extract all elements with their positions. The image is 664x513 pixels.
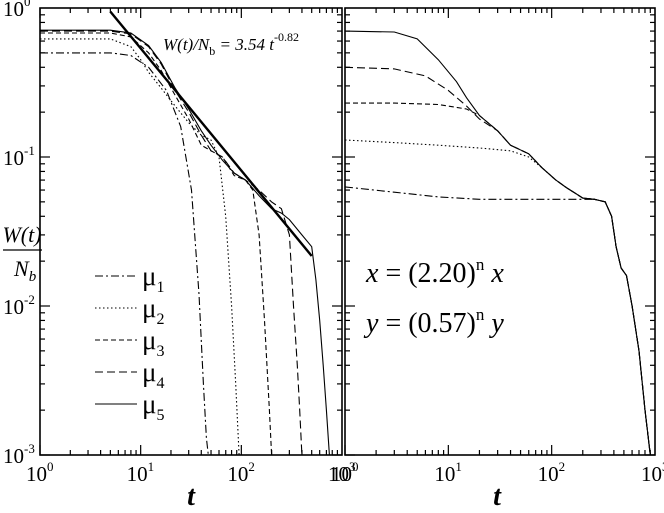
left-x-tick-label-exponent: 2 [248,459,255,474]
left-series-line-mu2 [40,38,240,456]
right-x-tick-label-base: 10 [538,462,559,486]
left-x-tick-label-base: 10 [227,462,248,486]
y-tick-label: 10-3 [3,441,35,468]
y-label-denominator-base: N [13,256,30,281]
y-tick-label-exponent: -2 [24,292,35,307]
left-plot-frame [39,7,343,456]
left-x-axis-label: t [187,481,196,512]
y-label-denominator-sub: b [29,269,37,285]
left-series-line-mu5 [40,29,330,456]
right-x-tick-label-exponent: 1 [455,459,462,474]
scaling-annotation: x = (2.20)n x y = (0.57)n y [363,255,504,339]
right-x-tick-label-base: 10 [434,462,455,486]
left-x-tick-label-base: 10 [328,462,349,486]
left-x-tick-label-base: 10 [26,462,47,486]
right-series-line-mu2 [344,139,651,456]
scaling-y-rhs: y [484,308,504,339]
legend-label-symbol: μ [142,389,156,419]
right-x-tick-label: 100 [331,459,359,486]
legend-label-mu5: μ5 [142,389,164,424]
legend-label-mu2: μ2 [142,293,164,328]
fit-annotation-rhs: = 3.54 t [215,35,275,54]
right-axis-ticks [344,8,655,456]
y-tick-label-base: 10 [3,146,24,170]
fit-annotation-sub: b [209,44,215,58]
right-x-tick-label: 103 [641,459,664,486]
legend-label-symbol: μ [142,293,156,323]
y-tick-label-exponent: -1 [24,143,35,158]
left-x-tick-label-exponent: 0 [47,459,54,474]
right-x-tick-label-base: 10 [641,462,662,486]
right-x-tick-label-base: 10 [331,462,352,486]
y-tick-label-exponent: 0 [24,0,31,9]
y-tick-label-exponent: -3 [24,441,35,456]
y-axis-label: W(t) Nb [2,222,42,285]
scaling-y-factor: = (0.57) [378,308,475,339]
left-x-tick-label-base: 10 [127,462,148,486]
right-x-tick-label-exponent: 2 [559,459,566,474]
fit-power-law-line [109,10,313,257]
scaling-y-line: y = (0.57)n y [363,305,504,339]
legend-label-mu3: μ3 [142,325,164,360]
fit-annotation-exponent: -0.82 [274,30,299,44]
right-plot-frame [344,7,656,456]
left-axis-ticks [39,8,342,456]
y-label-denominator: Nb [13,256,37,285]
legend-label-mu1: μ1 [142,261,164,296]
scaling-y-exponent: n [476,305,485,324]
fit-annotation: W(t)/Nb = 3.54 t-0.82 [163,30,299,58]
legend-label-symbol: μ [142,357,156,387]
right-series-group [344,30,651,456]
y-tick-label-base: 10 [3,295,24,319]
scaling-x-exponent: n [476,255,485,274]
scaling-x-rhs: x [484,258,504,289]
legend-label-symbol: μ [142,261,156,291]
right-x-axis-label: t [493,481,502,512]
y-tick-label-base: 10 [3,444,24,468]
right-x-tick-label: 102 [538,459,566,486]
legend-label-subscript: 1 [156,279,164,296]
left-x-tick-label-exponent: 3 [349,459,356,474]
y-tick-label: 10-2 [3,292,35,319]
right-x-tick-label-exponent: 3 [662,459,664,474]
right-x-tick-label-exponent: 0 [352,459,359,474]
right-x-tick-label: 101 [434,459,462,486]
left-x-tick-label: 101 [127,459,154,486]
legend-label-subscript: 4 [156,375,164,392]
legend-label-symbol: μ [142,325,156,355]
y-label-numerator: W(t) [2,222,41,247]
y-tick-label-base: 10 [3,0,24,21]
scaling-y-lhs: y [363,308,379,339]
left-series-line-mu4 [40,30,303,456]
legend-label-subscript: 2 [156,311,164,328]
legend-label-subscript: 3 [156,343,164,360]
scaling-x-lhs: x [365,258,379,289]
scaling-x-factor: = (2.20) [378,258,475,289]
scaling-x-line: x = (2.20)n x [365,255,504,289]
fit-annotation-lhs: W(t)/N [163,35,211,54]
left-x-tick-label: 102 [227,459,255,486]
left-x-tick-label: 103 [328,459,356,486]
legend-label-mu4: μ4 [142,357,164,392]
y-tick-label: 10-1 [3,143,35,170]
left-series-line-mu1 [40,52,209,456]
left-x-tick-label-exponent: 1 [148,459,155,474]
right-series-line-mu1 [344,186,651,456]
left-x-tick-label: 100 [26,459,54,486]
left-series-group [40,10,330,456]
right-series-line-mu5 [344,30,651,456]
y-tick-label: 100 [3,0,31,21]
legend-label-subscript: 5 [156,407,164,424]
